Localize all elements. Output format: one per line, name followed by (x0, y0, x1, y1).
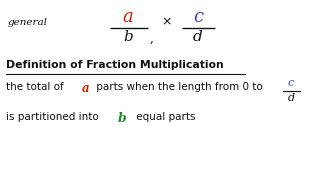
Text: general: general (8, 18, 48, 27)
Text: ,: , (150, 32, 154, 45)
Text: a: a (82, 82, 90, 95)
Text: ×: × (162, 15, 172, 28)
Text: c: c (288, 78, 294, 88)
Text: a: a (123, 8, 133, 26)
Text: b: b (118, 112, 127, 125)
Text: is partitioned into: is partitioned into (6, 112, 99, 122)
Text: c: c (193, 8, 203, 26)
Text: equal parts: equal parts (133, 112, 196, 122)
Text: Definition of Fraction Multiplication: Definition of Fraction Multiplication (6, 60, 224, 70)
Text: the total of: the total of (6, 82, 64, 92)
Text: d: d (193, 30, 203, 44)
Text: b: b (123, 30, 133, 44)
Text: parts when the length from 0 to: parts when the length from 0 to (93, 82, 263, 92)
Text: d: d (287, 93, 295, 103)
